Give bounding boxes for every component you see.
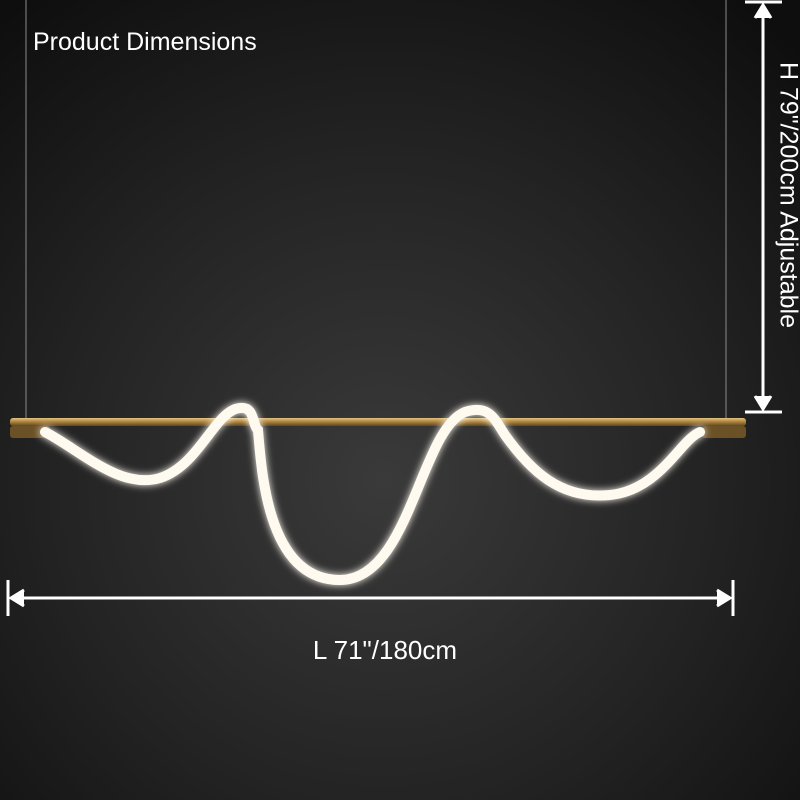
height-arrow: [745, 0, 782, 414]
length-arrow: [6, 580, 735, 616]
title: Product Dimensions: [33, 28, 257, 56]
light-tube: [40, 402, 705, 586]
bar-end-cap: [10, 426, 50, 438]
lamp-bar: [10, 418, 746, 426]
height-label: H 79"/200cm Adjustable: [774, 62, 800, 328]
length-label: L 71"/180cm: [313, 635, 457, 665]
bar-end-cap: [702, 426, 746, 438]
